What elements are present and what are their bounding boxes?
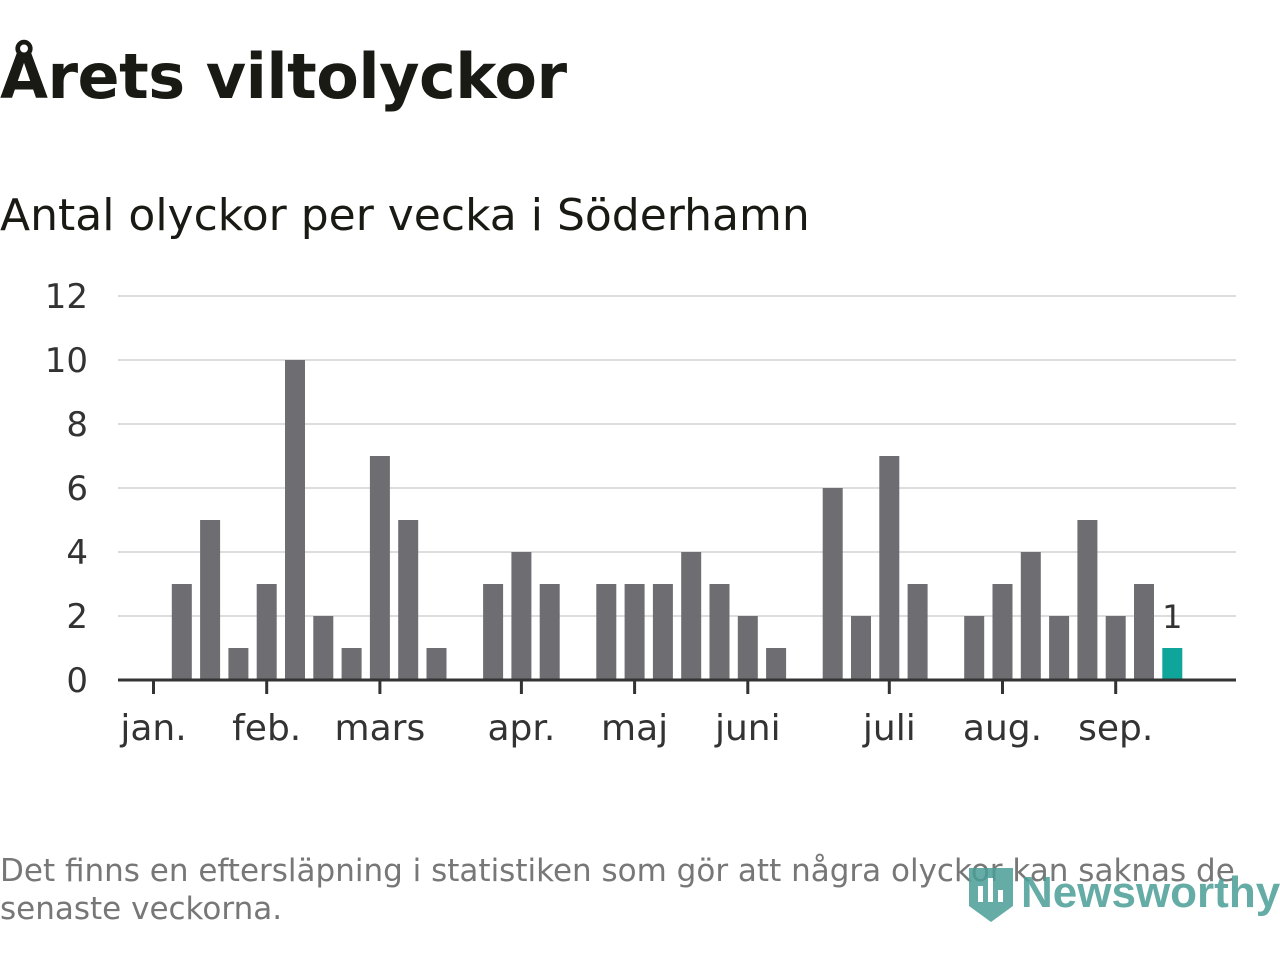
bar bbox=[285, 360, 305, 680]
bar bbox=[511, 552, 532, 680]
bar bbox=[1105, 616, 1126, 680]
x-tick-label: apr. bbox=[487, 708, 555, 749]
y-tick-label: 0 bbox=[66, 661, 88, 701]
x-tick-label: sep. bbox=[1078, 708, 1153, 749]
x-tick-label: maj bbox=[601, 708, 668, 749]
y-tick-label: 10 bbox=[45, 341, 88, 381]
highlight-bar bbox=[1162, 648, 1183, 680]
x-tick-label: feb. bbox=[232, 708, 301, 749]
y-tick-label: 4 bbox=[66, 533, 88, 573]
newsworthy-logo: Newsworthy bbox=[965, 862, 1280, 924]
chart-subtitle: Antal olyckor per vecka i Söderhamn bbox=[0, 190, 810, 241]
newsworthy-logo-icon bbox=[969, 868, 1013, 922]
highlight-bar-label: 1 bbox=[1162, 598, 1182, 636]
bar bbox=[426, 648, 447, 680]
bar bbox=[171, 584, 192, 680]
x-tick-label: jan. bbox=[119, 708, 186, 749]
bar bbox=[313, 616, 334, 680]
chart-title: Årets viltolyckor bbox=[0, 40, 567, 113]
bar bbox=[992, 584, 1013, 680]
x-tick-label: juni bbox=[714, 708, 781, 749]
bar bbox=[200, 520, 221, 680]
bar bbox=[652, 584, 673, 680]
bar-chart: 0 2 4 6 8 10 12 1 jan. feb. mars apr. maj juni juli a… bbox=[45, 277, 1236, 749]
x-axis: jan. feb. mars apr. maj juni juli aug. sep. bbox=[118, 678, 1236, 749]
y-tick-label: 8 bbox=[66, 405, 88, 445]
y-tick-label: 2 bbox=[66, 597, 88, 637]
bar bbox=[1134, 584, 1154, 680]
y-tick-label: 6 bbox=[66, 469, 88, 509]
bar bbox=[851, 616, 871, 680]
bar bbox=[624, 584, 645, 680]
bar bbox=[539, 584, 560, 680]
bar bbox=[907, 584, 928, 680]
bar bbox=[1077, 520, 1098, 680]
bar bbox=[341, 648, 362, 680]
x-tick-label: juli bbox=[862, 708, 916, 749]
footnote: Det finns en eftersläpning i statistiken… bbox=[0, 853, 1235, 927]
bar bbox=[964, 616, 985, 680]
bar bbox=[398, 520, 419, 680]
bar bbox=[737, 616, 758, 680]
bar bbox=[766, 648, 787, 680]
bar bbox=[596, 584, 617, 680]
bar bbox=[681, 552, 702, 680]
bar bbox=[369, 456, 390, 680]
bar bbox=[483, 584, 504, 680]
bar bbox=[709, 584, 730, 680]
bar bbox=[256, 584, 277, 680]
x-tick-label: aug. bbox=[963, 708, 1042, 749]
bar bbox=[879, 456, 900, 680]
bar bbox=[228, 648, 249, 680]
bar bbox=[1049, 616, 1070, 680]
bars: 1 bbox=[171, 360, 1183, 680]
x-tick-label: mars bbox=[335, 708, 426, 749]
newsworthy-logo-text: Newsworthy bbox=[1021, 868, 1280, 917]
y-tick-label: 12 bbox=[45, 277, 88, 317]
y-axis: 0 2 4 6 8 10 12 bbox=[45, 277, 88, 701]
bar bbox=[1020, 552, 1041, 680]
bar bbox=[822, 488, 843, 680]
